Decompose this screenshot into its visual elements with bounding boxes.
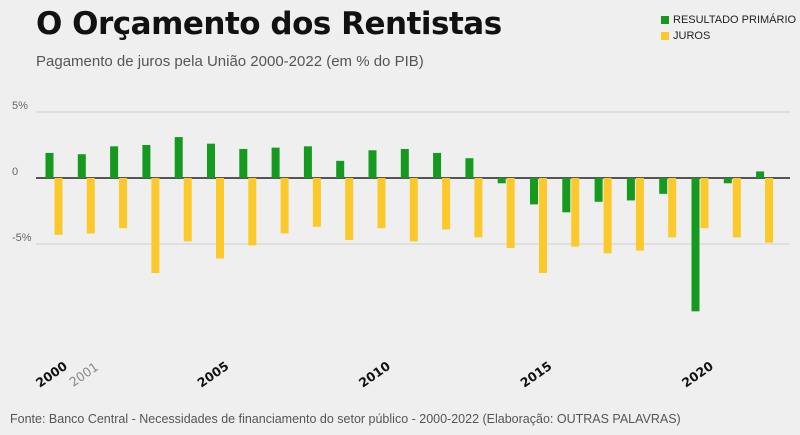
source-note: Fonte: Banco Central - Necessidades de f… (10, 412, 681, 426)
bar-juros-2015 (539, 178, 547, 274)
bar-juros-2019 (668, 178, 677, 238)
bar-juros-2011 (409, 178, 418, 242)
x-tick-label-2000: 2000 (33, 358, 70, 390)
x-tick-label-2005: 2005 (194, 358, 231, 390)
legend-label-juros: JUROS (673, 30, 711, 42)
bar-juros-2010 (377, 178, 386, 229)
bar-resultado-2022 (756, 171, 765, 178)
bar-juros-2006 (248, 178, 257, 246)
bar-resultado-2021 (723, 178, 732, 184)
bar-resultado-2000 (45, 152, 54, 178)
bar-resultado-2010 (368, 150, 377, 178)
x-tick-label-2020: 2020 (679, 358, 716, 390)
bar-juros-2009 (345, 178, 354, 241)
bar-resultado-2009 (336, 160, 345, 178)
bar-resultado-2017 (594, 178, 603, 202)
legend-swatch-juros (661, 32, 669, 40)
x-tick-label-2015: 2015 (517, 358, 554, 390)
bar-juros-2002 (119, 178, 128, 229)
x-tick-label-2010: 2010 (356, 358, 393, 390)
x-tick-label-2001: 2001 (66, 359, 101, 390)
bar-resultado-2018 (626, 178, 635, 201)
bar-juros-2018 (635, 178, 644, 251)
bar-juros-2000 (54, 178, 63, 235)
bar-resultado-2016 (562, 178, 571, 213)
bar-juros-2012 (442, 178, 451, 230)
bar-juros-2020 (700, 178, 709, 229)
legend-swatch-resultado (661, 16, 669, 24)
chart-title: O Orçamento dos Rentistas (36, 6, 502, 42)
bar-resultado-2015 (530, 178, 538, 205)
bar-resultado-2019 (659, 178, 668, 194)
bar-resultado-2008 (303, 146, 312, 178)
legend-item-resultado: RESULTADO PRIMÁRIO (661, 12, 796, 28)
y-tick-label: 5% (12, 100, 28, 112)
bar-juros-2014 (506, 178, 515, 248)
bar-resultado-2007 (271, 147, 280, 178)
bar-resultado-2005 (207, 143, 215, 178)
legend-label-resultado: RESULTADO PRIMÁRIO (673, 14, 797, 26)
bar-resultado-2014 (497, 178, 506, 184)
bar-resultado-2012 (433, 152, 442, 178)
bar-juros-2017 (603, 178, 612, 254)
bar-juros-2004 (183, 178, 192, 242)
bar-juros-2021 (732, 178, 741, 238)
bar-resultado-2001 (77, 154, 86, 178)
bar-juros-2008 (312, 178, 321, 227)
bar-resultado-2020 (691, 178, 700, 312)
bar-juros-2001 (86, 178, 95, 234)
bar-resultado-2002 (110, 146, 119, 178)
chart-subtitle: Pagamento de juros pela União 2000-2022 … (36, 53, 424, 70)
bar-juros-2013 (474, 178, 483, 238)
bar-resultado-2011 (400, 148, 409, 178)
bar-juros-2016 (571, 178, 580, 247)
bar-resultado-2004 (174, 137, 183, 178)
legend: RESULTADO PRIMÁRIO JUROS (661, 12, 796, 44)
bar-resultado-2003 (142, 145, 151, 178)
legend-item-juros: JUROS (661, 28, 796, 44)
y-tick-label: 0 (12, 166, 18, 178)
bar-resultado-2006 (239, 148, 248, 178)
bar-juros-2022 (765, 178, 774, 243)
bar-juros-2007 (280, 178, 289, 234)
bar-juros-2005 (216, 178, 224, 259)
y-tick-label: -5% (12, 232, 32, 244)
bar-juros-2003 (151, 178, 160, 274)
bar-resultado-2013 (465, 158, 474, 178)
